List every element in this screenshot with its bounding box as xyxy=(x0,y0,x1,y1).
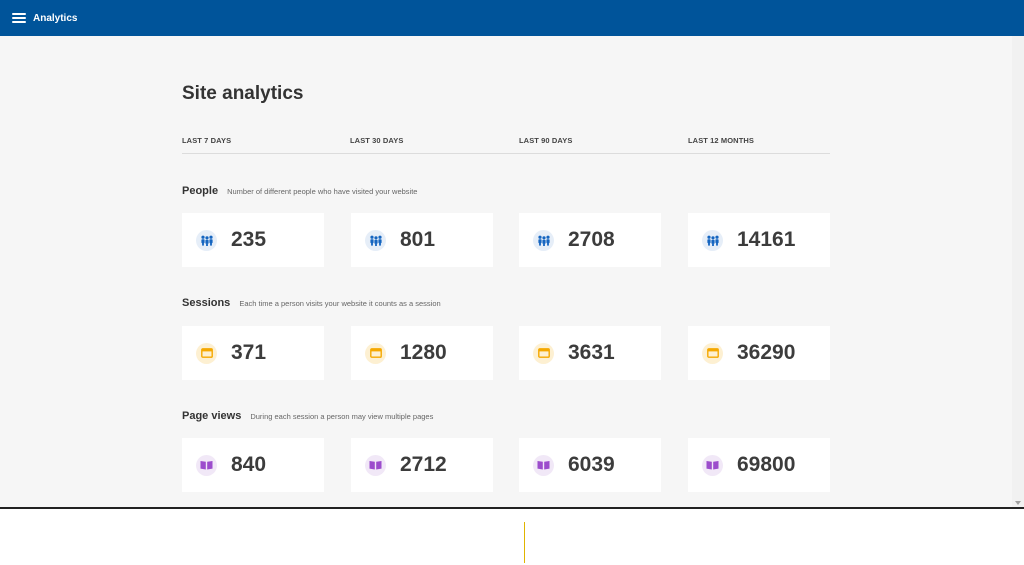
tab-last-90-days[interactable]: LAST 90 DAYS xyxy=(519,136,573,145)
text-cursor xyxy=(524,522,525,563)
page-views-card-90-days: 6039 xyxy=(519,438,661,492)
metric-value: 1280 xyxy=(400,341,447,364)
section-title: Sessions xyxy=(182,297,231,309)
metric-value: 840 xyxy=(231,453,267,476)
open-book-icon xyxy=(533,454,554,476)
date-range-tabs: LAST 7 DAYS LAST 30 DAYS LAST 90 DAYS LA… xyxy=(182,136,830,154)
main-content: Site analytics LAST 7 DAYS LAST 30 DAYS … xyxy=(0,36,1012,507)
scroll-down-arrow-icon[interactable] xyxy=(1015,501,1021,505)
page-views-card-12-months: 69800 xyxy=(688,438,830,492)
people-card-7-days: 235 xyxy=(182,213,324,267)
browser-window-icon xyxy=(365,342,386,364)
open-book-icon xyxy=(702,454,723,476)
section-description: During each session a person may view mu… xyxy=(250,412,434,421)
tab-last-30-days[interactable]: LAST 30 DAYS xyxy=(350,136,404,145)
section-description: Each time a person visits your website i… xyxy=(239,299,441,308)
page-views-card-30-days: 2712 xyxy=(351,438,493,492)
people-card-90-days: 2708 xyxy=(519,213,661,267)
tab-last-7-days[interactable]: LAST 7 DAYS xyxy=(182,136,232,145)
metric-value: 2712 xyxy=(400,453,447,476)
section-header-page-views: Page views During each session a person … xyxy=(182,410,433,422)
browser-window-icon xyxy=(196,342,217,364)
vertical-scrollbar[interactable] xyxy=(1012,36,1024,507)
sessions-card-12-months: 36290 xyxy=(688,326,830,380)
browser-window-icon xyxy=(702,342,723,364)
sessions-card-90-days: 3631 xyxy=(519,326,661,380)
metric-value: 2708 xyxy=(568,228,615,251)
metric-value: 69800 xyxy=(737,453,796,476)
metric-value: 235 xyxy=(231,228,267,251)
section-header-people: People Number of different people who ha… xyxy=(182,185,417,197)
page-title: Site analytics xyxy=(182,83,304,104)
section-header-sessions: Sessions Each time a person visits your … xyxy=(182,297,441,309)
open-book-icon xyxy=(365,454,386,476)
metric-value: 36290 xyxy=(737,341,796,364)
section-title: People xyxy=(182,185,219,197)
metric-value: 14161 xyxy=(737,228,796,251)
metric-value: 371 xyxy=(231,341,267,364)
people-icon xyxy=(702,229,723,251)
browser-window-icon xyxy=(533,342,554,364)
window-divider xyxy=(0,507,1024,509)
sessions-card-7-days: 371 xyxy=(182,326,324,380)
metric-value: 801 xyxy=(400,228,436,251)
section-description: Number of different people who have visi… xyxy=(227,187,418,196)
people-icon xyxy=(533,229,554,251)
people-card-30-days: 801 xyxy=(351,213,493,267)
metric-value: 3631 xyxy=(568,341,615,364)
sessions-card-30-days: 1280 xyxy=(351,326,493,380)
metric-value: 6039 xyxy=(568,453,615,476)
people-card-12-months: 14161 xyxy=(688,213,830,267)
tab-last-12-months[interactable]: LAST 12 MONTHS xyxy=(688,136,754,145)
open-book-icon xyxy=(196,454,217,476)
page-views-card-7-days: 840 xyxy=(182,438,324,492)
people-icon xyxy=(196,229,217,251)
people-icon xyxy=(365,229,386,251)
app-header: Analytics xyxy=(0,0,1024,36)
hamburger-menu-icon[interactable] xyxy=(12,13,26,23)
app-title: Analytics xyxy=(33,12,78,24)
section-title: Page views xyxy=(182,410,242,422)
